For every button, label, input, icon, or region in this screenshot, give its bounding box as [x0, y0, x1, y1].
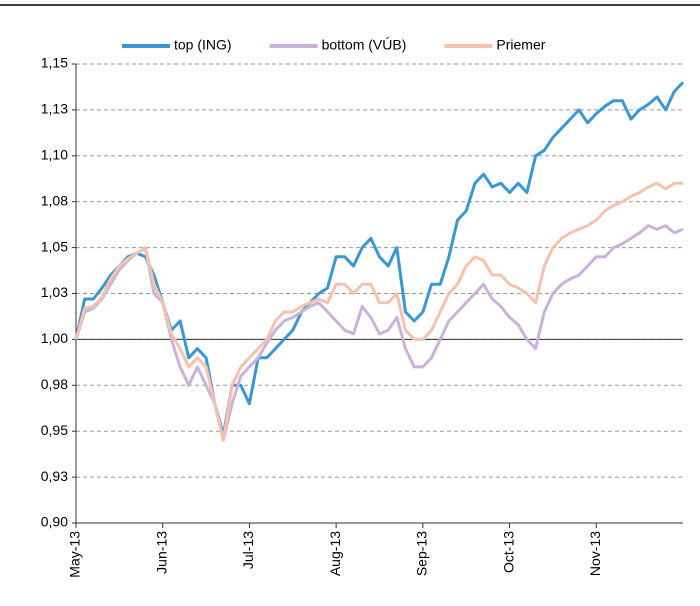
y-tick-label: 1,10 — [41, 147, 68, 163]
x-tick-label: Sep-13 — [414, 531, 430, 576]
legend-label: Priemer — [496, 37, 545, 53]
x-tick-label: Nov-13 — [587, 531, 603, 576]
x-tick-label: Jun-13 — [153, 531, 169, 574]
y-tick-label: 1,00 — [41, 330, 68, 346]
series-line — [74, 181, 683, 442]
y-tick-label: 0,93 — [41, 468, 68, 484]
series-line — [74, 224, 684, 442]
x-tick-label: Jul-13 — [240, 531, 256, 569]
series-line — [74, 81, 685, 437]
y-tick-label: 1,08 — [41, 192, 68, 208]
y-tick-label: 0,98 — [41, 376, 68, 392]
y-tick-label: 1,13 — [41, 101, 68, 117]
x-tick-label: Oct-13 — [500, 531, 516, 573]
legend-label: bottom (VÚB) — [322, 37, 407, 53]
x-tick-label: Aug-13 — [327, 531, 343, 576]
legend-label: top (ING) — [174, 37, 232, 53]
y-tick-label: 0,90 — [41, 514, 68, 530]
y-tick-label: 1,15 — [41, 55, 68, 71]
y-tick-label: 1,05 — [41, 238, 68, 254]
y-tick-label: 0,95 — [41, 422, 68, 438]
y-tick-label: 1,03 — [41, 284, 68, 300]
x-tick-label: May-13 — [67, 531, 83, 578]
